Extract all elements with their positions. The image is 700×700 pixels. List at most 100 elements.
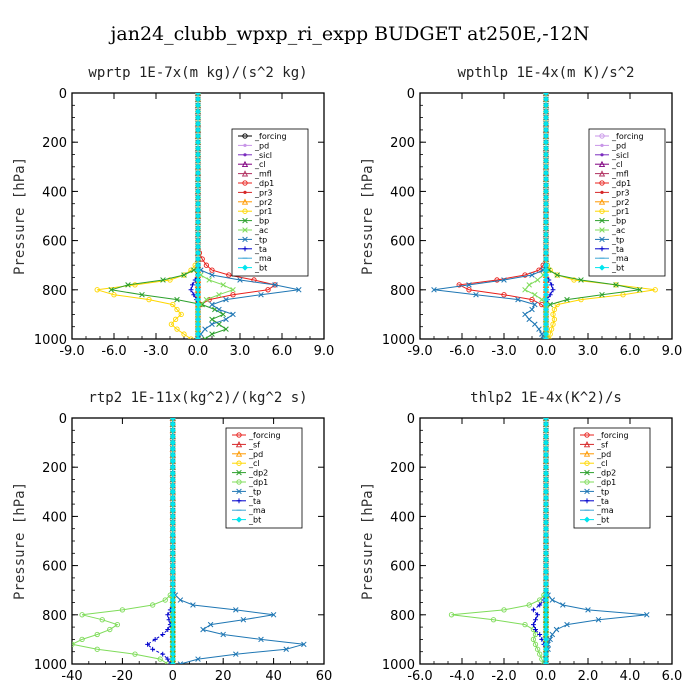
x-tick-label: 4.0 (620, 669, 641, 684)
y-tick-label: 1000 (34, 658, 67, 673)
series-point-bt (169, 592, 176, 599)
legend-marker (242, 236, 248, 243)
series-point-tp (170, 418, 176, 421)
series-point-tp (296, 287, 302, 293)
y-axis-label: Pressure [hPa] (12, 157, 28, 275)
legend-label: _pd (248, 450, 263, 459)
series-point-tp (207, 621, 214, 628)
series-point-bt (169, 581, 176, 588)
legend-marker (236, 432, 242, 438)
series-point-bt (543, 133, 549, 140)
series-point-bt (543, 188, 549, 195)
series-point-bt (543, 418, 549, 421)
series-point-bt (543, 646, 549, 653)
legend-label: _ma (248, 506, 266, 515)
series-point-bt (195, 114, 201, 121)
series-point-bt (543, 519, 549, 526)
series-point-bt (543, 219, 549, 226)
legend-label: _pr1 (611, 207, 629, 216)
series-point-bt (543, 507, 549, 514)
series-point-bt (169, 646, 176, 653)
series-point-dp1 (534, 646, 541, 652)
series-point-bt (195, 145, 201, 152)
series-point-bt (543, 311, 549, 318)
legend-marker (598, 170, 606, 177)
legend-marker (599, 217, 605, 224)
series-point-bt (195, 286, 201, 293)
series-point-bt (169, 538, 176, 544)
legend-label: _ta (254, 245, 267, 254)
series-point-bt (169, 501, 176, 508)
series-point-pr1 (178, 311, 184, 318)
legend-label: _forcing (248, 431, 281, 440)
x-tick-label: -3.0 (143, 344, 168, 359)
series-point-bp (181, 272, 187, 278)
legend-label: _bt (254, 264, 267, 273)
legend-label: _forcing (611, 132, 644, 141)
series-point-tp (209, 272, 215, 278)
y-tick-label: 0 (407, 412, 415, 427)
series-point-bt (195, 219, 201, 226)
series-point-ta (165, 612, 171, 618)
legend-marker (598, 198, 606, 205)
series-point-bt (195, 276, 201, 283)
x-tick-label: 6.0 (272, 344, 293, 359)
series-point-tp (515, 296, 521, 303)
x-tick-label: 9.0 (662, 344, 683, 359)
panel-title: rtp2 1E-11x(kg^2)/(kg^2 s) (88, 390, 307, 406)
series-point-bt (195, 291, 201, 298)
legend-marker (600, 190, 604, 194)
series-point-ac (534, 277, 541, 283)
legend-marker (236, 469, 242, 476)
series-point-tp (543, 93, 549, 96)
series-point-tp (220, 631, 226, 638)
series-point-bt (543, 592, 549, 599)
legend-marker (599, 264, 605, 271)
legend-label: _pr2 (611, 198, 629, 207)
series-point-bt (195, 157, 201, 164)
series-point-tp (543, 418, 549, 421)
series-point-bt (543, 513, 549, 520)
series-point-bp (202, 336, 208, 339)
x-tick-label: -6.0 (407, 669, 432, 684)
series-point-tp (195, 93, 201, 96)
series-point-pr1 (170, 301, 176, 308)
legend-marker (242, 246, 248, 252)
series-point-tp (237, 277, 243, 283)
series-point-tp (258, 636, 264, 643)
series-point-bt (195, 231, 201, 238)
series-point-tp (190, 602, 196, 608)
legend-label: _pr2 (254, 198, 272, 207)
series-point-bt (543, 114, 549, 121)
x-tick-label: -2.0 (491, 669, 516, 684)
legend-label: _ma (254, 254, 272, 263)
x-tick-label: -4.0 (449, 669, 474, 684)
series-point-bt (195, 316, 201, 323)
legend-marker (236, 460, 242, 466)
series-point-tp (549, 631, 556, 638)
series-point-ta (531, 622, 536, 628)
series-point-bt (543, 231, 549, 238)
series-point-bt (195, 237, 201, 244)
series-point-bt (543, 267, 549, 274)
series-point-tp (209, 301, 215, 308)
series-point-bt (195, 243, 201, 250)
legend-label: _ta (248, 497, 261, 506)
series-point-tp (216, 306, 222, 313)
y-tick-label: 400 (42, 185, 67, 200)
series-point-bt (543, 213, 549, 219)
series-point-bt (195, 169, 201, 176)
series-point-bt (543, 331, 549, 338)
series-point-pr1 (548, 326, 555, 332)
series-point-dp1 (532, 641, 539, 647)
series-point-bt (543, 139, 549, 146)
legend-marker (235, 450, 243, 457)
series-point-bt (169, 562, 176, 569)
series-point-bt (543, 587, 549, 594)
series-point-tp (177, 597, 184, 603)
series-point-bt (195, 93, 201, 96)
legend-marker (242, 208, 248, 214)
series-point-bt (543, 272, 549, 279)
legend-label: _sicl (254, 151, 272, 160)
